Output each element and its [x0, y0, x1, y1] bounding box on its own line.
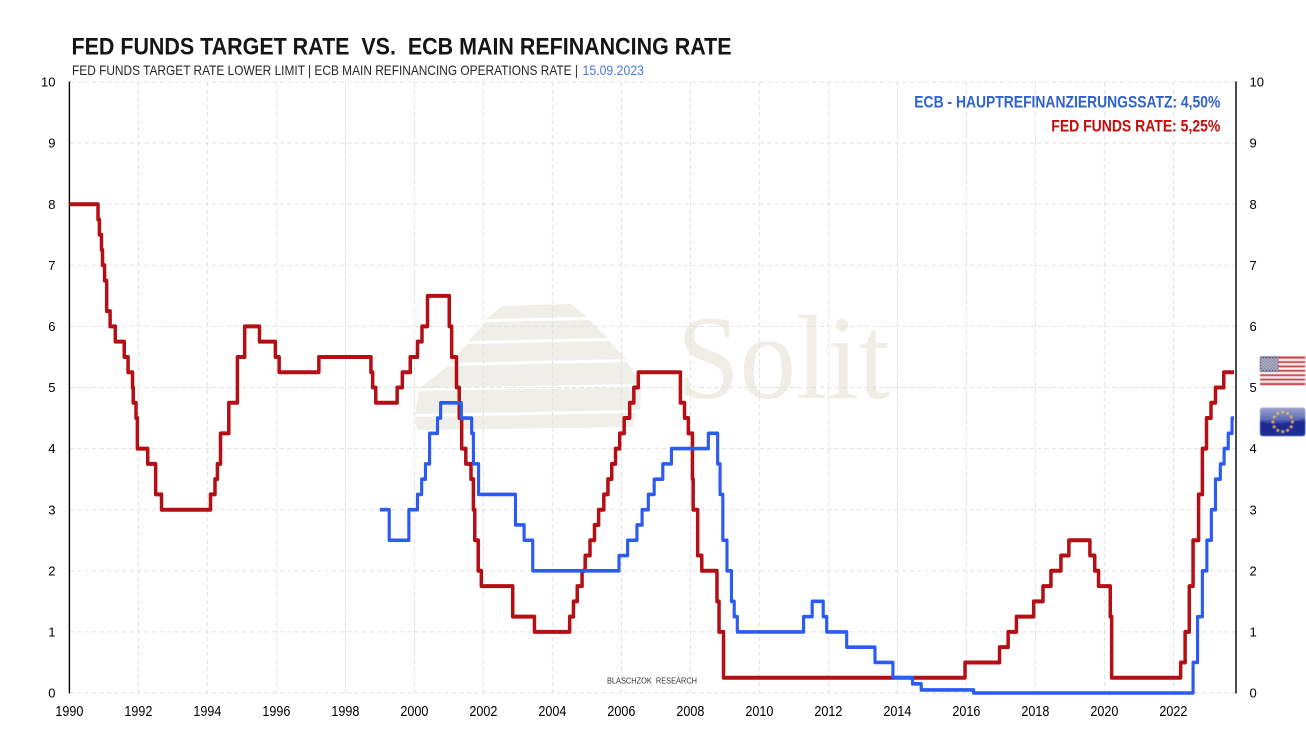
- svg-text:7: 7: [1250, 258, 1257, 273]
- svg-text:6: 6: [48, 319, 55, 334]
- svg-text:5: 5: [48, 380, 55, 395]
- svg-text:ECB - HAUPTREFINANZIERUNGSSATZ: ECB - HAUPTREFINANZIERUNGSSATZ: 4,50%: [914, 93, 1220, 111]
- svg-text:Solit: Solit: [677, 291, 890, 424]
- svg-text:2012: 2012: [814, 704, 842, 720]
- svg-text:1998: 1998: [331, 704, 359, 720]
- svg-text:2004: 2004: [538, 704, 566, 720]
- svg-text:0: 0: [1250, 686, 1257, 701]
- svg-text:1992: 1992: [124, 704, 152, 720]
- svg-text:0: 0: [48, 686, 55, 701]
- svg-text:FED FUNDS RATE: 5,25%: FED FUNDS RATE: 5,25%: [1051, 118, 1220, 136]
- svg-text:2006: 2006: [607, 704, 635, 720]
- svg-text:2016: 2016: [952, 704, 980, 720]
- svg-text:8: 8: [48, 197, 55, 212]
- svg-text:2020: 2020: [1090, 704, 1118, 720]
- svg-text:3: 3: [48, 502, 55, 517]
- svg-text:10: 10: [1250, 75, 1264, 90]
- svg-text:1: 1: [48, 625, 55, 640]
- svg-text:FED FUNDS TARGET RATE VS. EC: FED FUNDS TARGET RATE VS. ECB MAIN REFIN…: [72, 33, 732, 60]
- svg-text:2008: 2008: [676, 704, 704, 720]
- svg-text:4: 4: [48, 441, 55, 456]
- svg-text:5: 5: [1250, 380, 1257, 395]
- svg-text:2022: 2022: [1159, 704, 1187, 720]
- svg-text:2000: 2000: [400, 704, 428, 720]
- svg-text:6: 6: [1250, 319, 1257, 334]
- svg-text:9: 9: [1250, 136, 1257, 151]
- svg-text:1994: 1994: [193, 704, 221, 720]
- svg-text:8: 8: [1250, 197, 1257, 212]
- svg-text:9: 9: [48, 136, 55, 151]
- svg-text:7: 7: [48, 258, 55, 273]
- svg-text:2014: 2014: [883, 704, 911, 720]
- svg-text:BLASCHZOK RESEARCH: BLASCHZOK RESEARCH: [607, 677, 697, 686]
- svg-text:10: 10: [41, 75, 55, 90]
- svg-text:2018: 2018: [1021, 704, 1049, 720]
- svg-text:1: 1: [1250, 625, 1257, 640]
- svg-text:FED FUNDS TARGET RATE LOWER LI: FED FUNDS TARGET RATE LOWER LIMIT | ECB …: [72, 62, 578, 78]
- svg-text:15.09.2023: 15.09.2023: [583, 62, 645, 78]
- svg-text:3: 3: [1250, 502, 1257, 517]
- svg-text:2002: 2002: [469, 704, 497, 720]
- svg-text:2010: 2010: [745, 704, 773, 720]
- svg-text:2: 2: [1250, 563, 1257, 578]
- svg-text:4: 4: [1250, 441, 1257, 456]
- svg-text:2: 2: [48, 563, 55, 578]
- svg-text:1996: 1996: [262, 704, 290, 720]
- svg-text:1990: 1990: [55, 704, 83, 720]
